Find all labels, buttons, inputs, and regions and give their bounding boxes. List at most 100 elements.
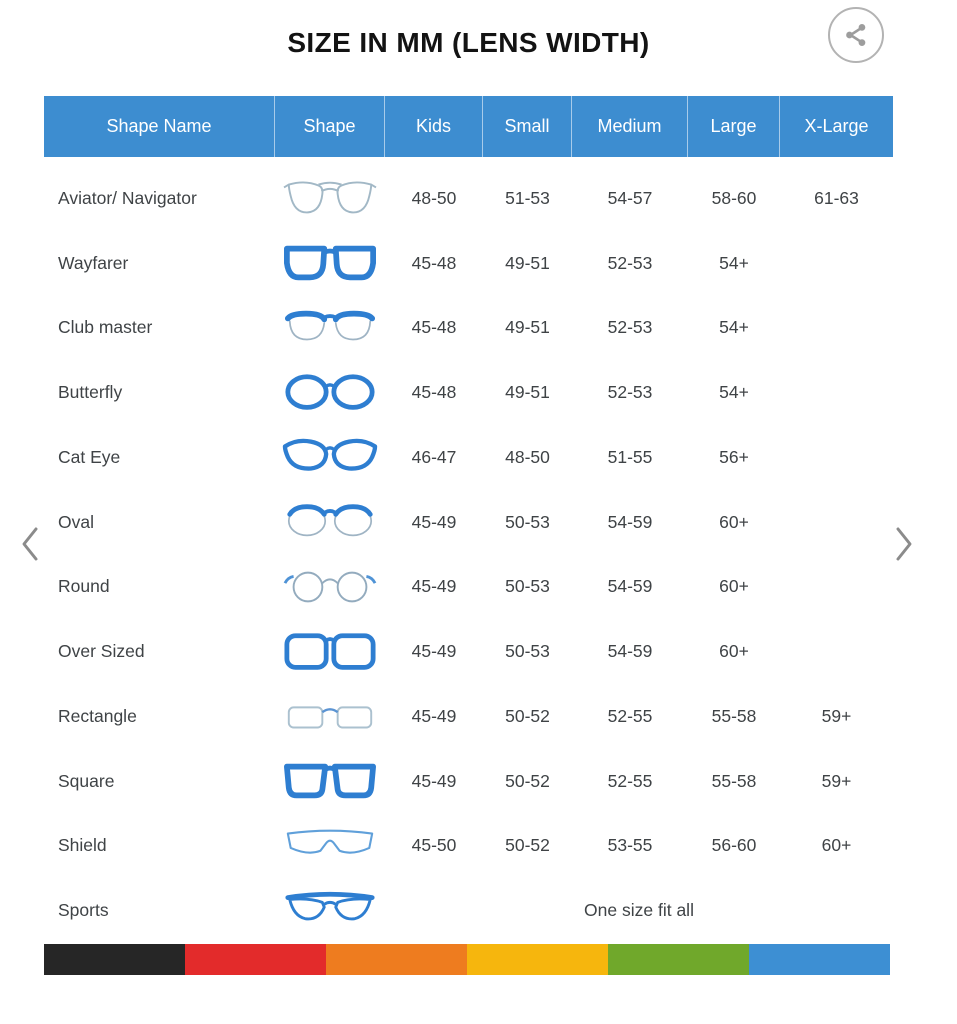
medium-size-cell: 54-59 (607, 511, 653, 532)
round-glasses-icon (283, 571, 377, 603)
shape-icon-cell (275, 619, 385, 684)
table-row: Wayfarer 45-48 49-51 52-53 54+ (44, 231, 893, 296)
shape-name-cell: Square (58, 770, 115, 791)
medium-size-cell: 53-55 (607, 835, 653, 856)
kids-size-cell: 45-49 (411, 770, 457, 791)
small-size-cell: 50-53 (505, 511, 550, 532)
cateye-glasses-icon (282, 434, 378, 480)
column-header-medium: Medium (572, 96, 688, 157)
shape-name-cell: Over Sized (58, 641, 145, 662)
shape-name-cell: Rectangle (58, 705, 137, 726)
small-size-cell: 50-53 (505, 641, 550, 662)
column-header-small: Small (483, 96, 572, 157)
medium-size-cell: 52-55 (607, 705, 653, 726)
medium-size-cell: 52-53 (607, 252, 653, 273)
xlarge-size-cell: 59+ (821, 770, 852, 791)
footer-color-segment (44, 944, 185, 975)
clubmaster-glasses-icon (282, 305, 378, 351)
shape-name-cell: Oval (58, 511, 94, 532)
table-row: Cat Eye 46-47 48-50 51-55 56+ (44, 425, 893, 490)
xlarge-size-cell (780, 296, 893, 361)
table-row: Over Sized 45-49 50-53 54-59 60+ (44, 619, 893, 684)
page-title: SIZE IN MM (LENS WIDTH) (287, 27, 650, 58)
chevron-right-icon (896, 527, 912, 561)
kids-size-cell: 45-48 (411, 252, 457, 273)
table-row: Oval 45-49 50-53 54-59 60+ (44, 490, 893, 555)
footer-color-bar (44, 944, 890, 975)
large-size-cell: 60+ (719, 641, 749, 662)
small-size-cell: 49-51 (505, 252, 550, 273)
oversized-glasses-icon (282, 629, 378, 675)
medium-size-cell: 54-57 (607, 187, 653, 208)
table-row: Sports One size fit all (44, 878, 893, 943)
footer-color-segment (185, 944, 326, 975)
xlarge-size-cell: 60+ (821, 835, 852, 856)
shape-icon-cell (275, 490, 385, 555)
medium-size-cell: 54-59 (607, 576, 653, 597)
xlarge-size-cell (780, 425, 893, 490)
xlarge-size-cell (780, 231, 893, 296)
kids-size-cell: 45-49 (411, 576, 457, 597)
rectangle-glasses-icon (287, 706, 373, 730)
shape-icon-cell (275, 749, 385, 814)
column-header-xlarge: X-Large (804, 116, 869, 136)
share-icon (846, 24, 866, 46)
large-size-cell: 54+ (719, 317, 749, 338)
share-button[interactable] (828, 7, 884, 63)
medium-size-cell: 51-55 (607, 446, 653, 467)
large-size-cell: 58-60 (711, 187, 757, 208)
kids-size-cell: 46-47 (411, 446, 457, 467)
kids-size-cell: 45-49 (411, 511, 457, 532)
carousel-next-button[interactable] (892, 524, 916, 564)
kids-size-cell: 45-49 (411, 705, 457, 726)
shape-name-cell: Aviator/ Navigator (58, 187, 197, 208)
shape-icon-cell (275, 878, 385, 943)
shape-icon-cell (275, 231, 385, 296)
shape-icon-cell (275, 296, 385, 361)
footer-color-segment (749, 944, 890, 975)
shield-glasses-icon (286, 829, 374, 854)
small-size-cell: 50-52 (505, 835, 550, 856)
small-size-cell: 49-51 (505, 382, 550, 403)
table-row: Butterfly 45-48 49-51 52-53 54+ (44, 360, 893, 425)
xlarge-size-cell (780, 490, 893, 555)
one-size-fit-all-cell: One size fit all (584, 900, 694, 921)
large-size-cell: 54+ (719, 252, 749, 273)
large-size-cell: 60+ (719, 576, 749, 597)
xlarge-size-cell: 59+ (821, 705, 852, 726)
medium-size-cell: 52-53 (607, 382, 653, 403)
small-size-cell: 50-52 (505, 705, 550, 726)
table-row: Rectangle 45-49 50-52 52-55 55-58 59+ (44, 684, 893, 749)
large-size-cell: 56+ (719, 446, 749, 467)
kids-size-cell: 45-49 (411, 641, 457, 662)
butterfly-glasses-icon (282, 370, 378, 416)
table-row: Aviator/ Navigator 48-50 51-53 54-57 58-… (44, 166, 893, 231)
large-size-cell: 56-60 (711, 835, 757, 856)
column-header-kids: Kids (385, 96, 483, 157)
chevron-left-icon (22, 527, 38, 561)
small-size-cell: 50-52 (505, 770, 550, 791)
column-header-large: Large (688, 96, 780, 157)
small-size-cell: 51-53 (505, 187, 550, 208)
column-header-shape-name: Shape Name (44, 96, 275, 157)
large-size-cell: 54+ (719, 382, 749, 403)
shape-icon-cell (275, 166, 385, 231)
carousel-prev-button[interactable] (18, 524, 42, 564)
table-row: Square 45-49 50-52 52-55 55-58 59+ (44, 749, 893, 814)
shape-name-cell: Shield (58, 835, 107, 856)
shape-name-cell: Club master (58, 317, 153, 338)
footer-color-segment (326, 944, 467, 975)
shape-name-cell: Wayfarer (58, 252, 129, 273)
small-size-cell: 49-51 (505, 317, 550, 338)
medium-size-cell: 52-53 (607, 317, 653, 338)
oval-glasses-icon (282, 499, 378, 545)
shape-name-cell: Sports (58, 900, 109, 921)
table-header: Shape Name Shape Kids Small Medium Large… (44, 96, 893, 157)
large-size-cell: 55-58 (711, 705, 757, 726)
large-size-cell: 55-58 (711, 770, 757, 791)
shape-icon-cell (275, 555, 385, 620)
xlarge-size-cell (780, 360, 893, 425)
large-size-cell: 60+ (719, 511, 749, 532)
table-body: Aviator/ Navigator 48-50 51-53 54-57 58-… (44, 166, 893, 943)
